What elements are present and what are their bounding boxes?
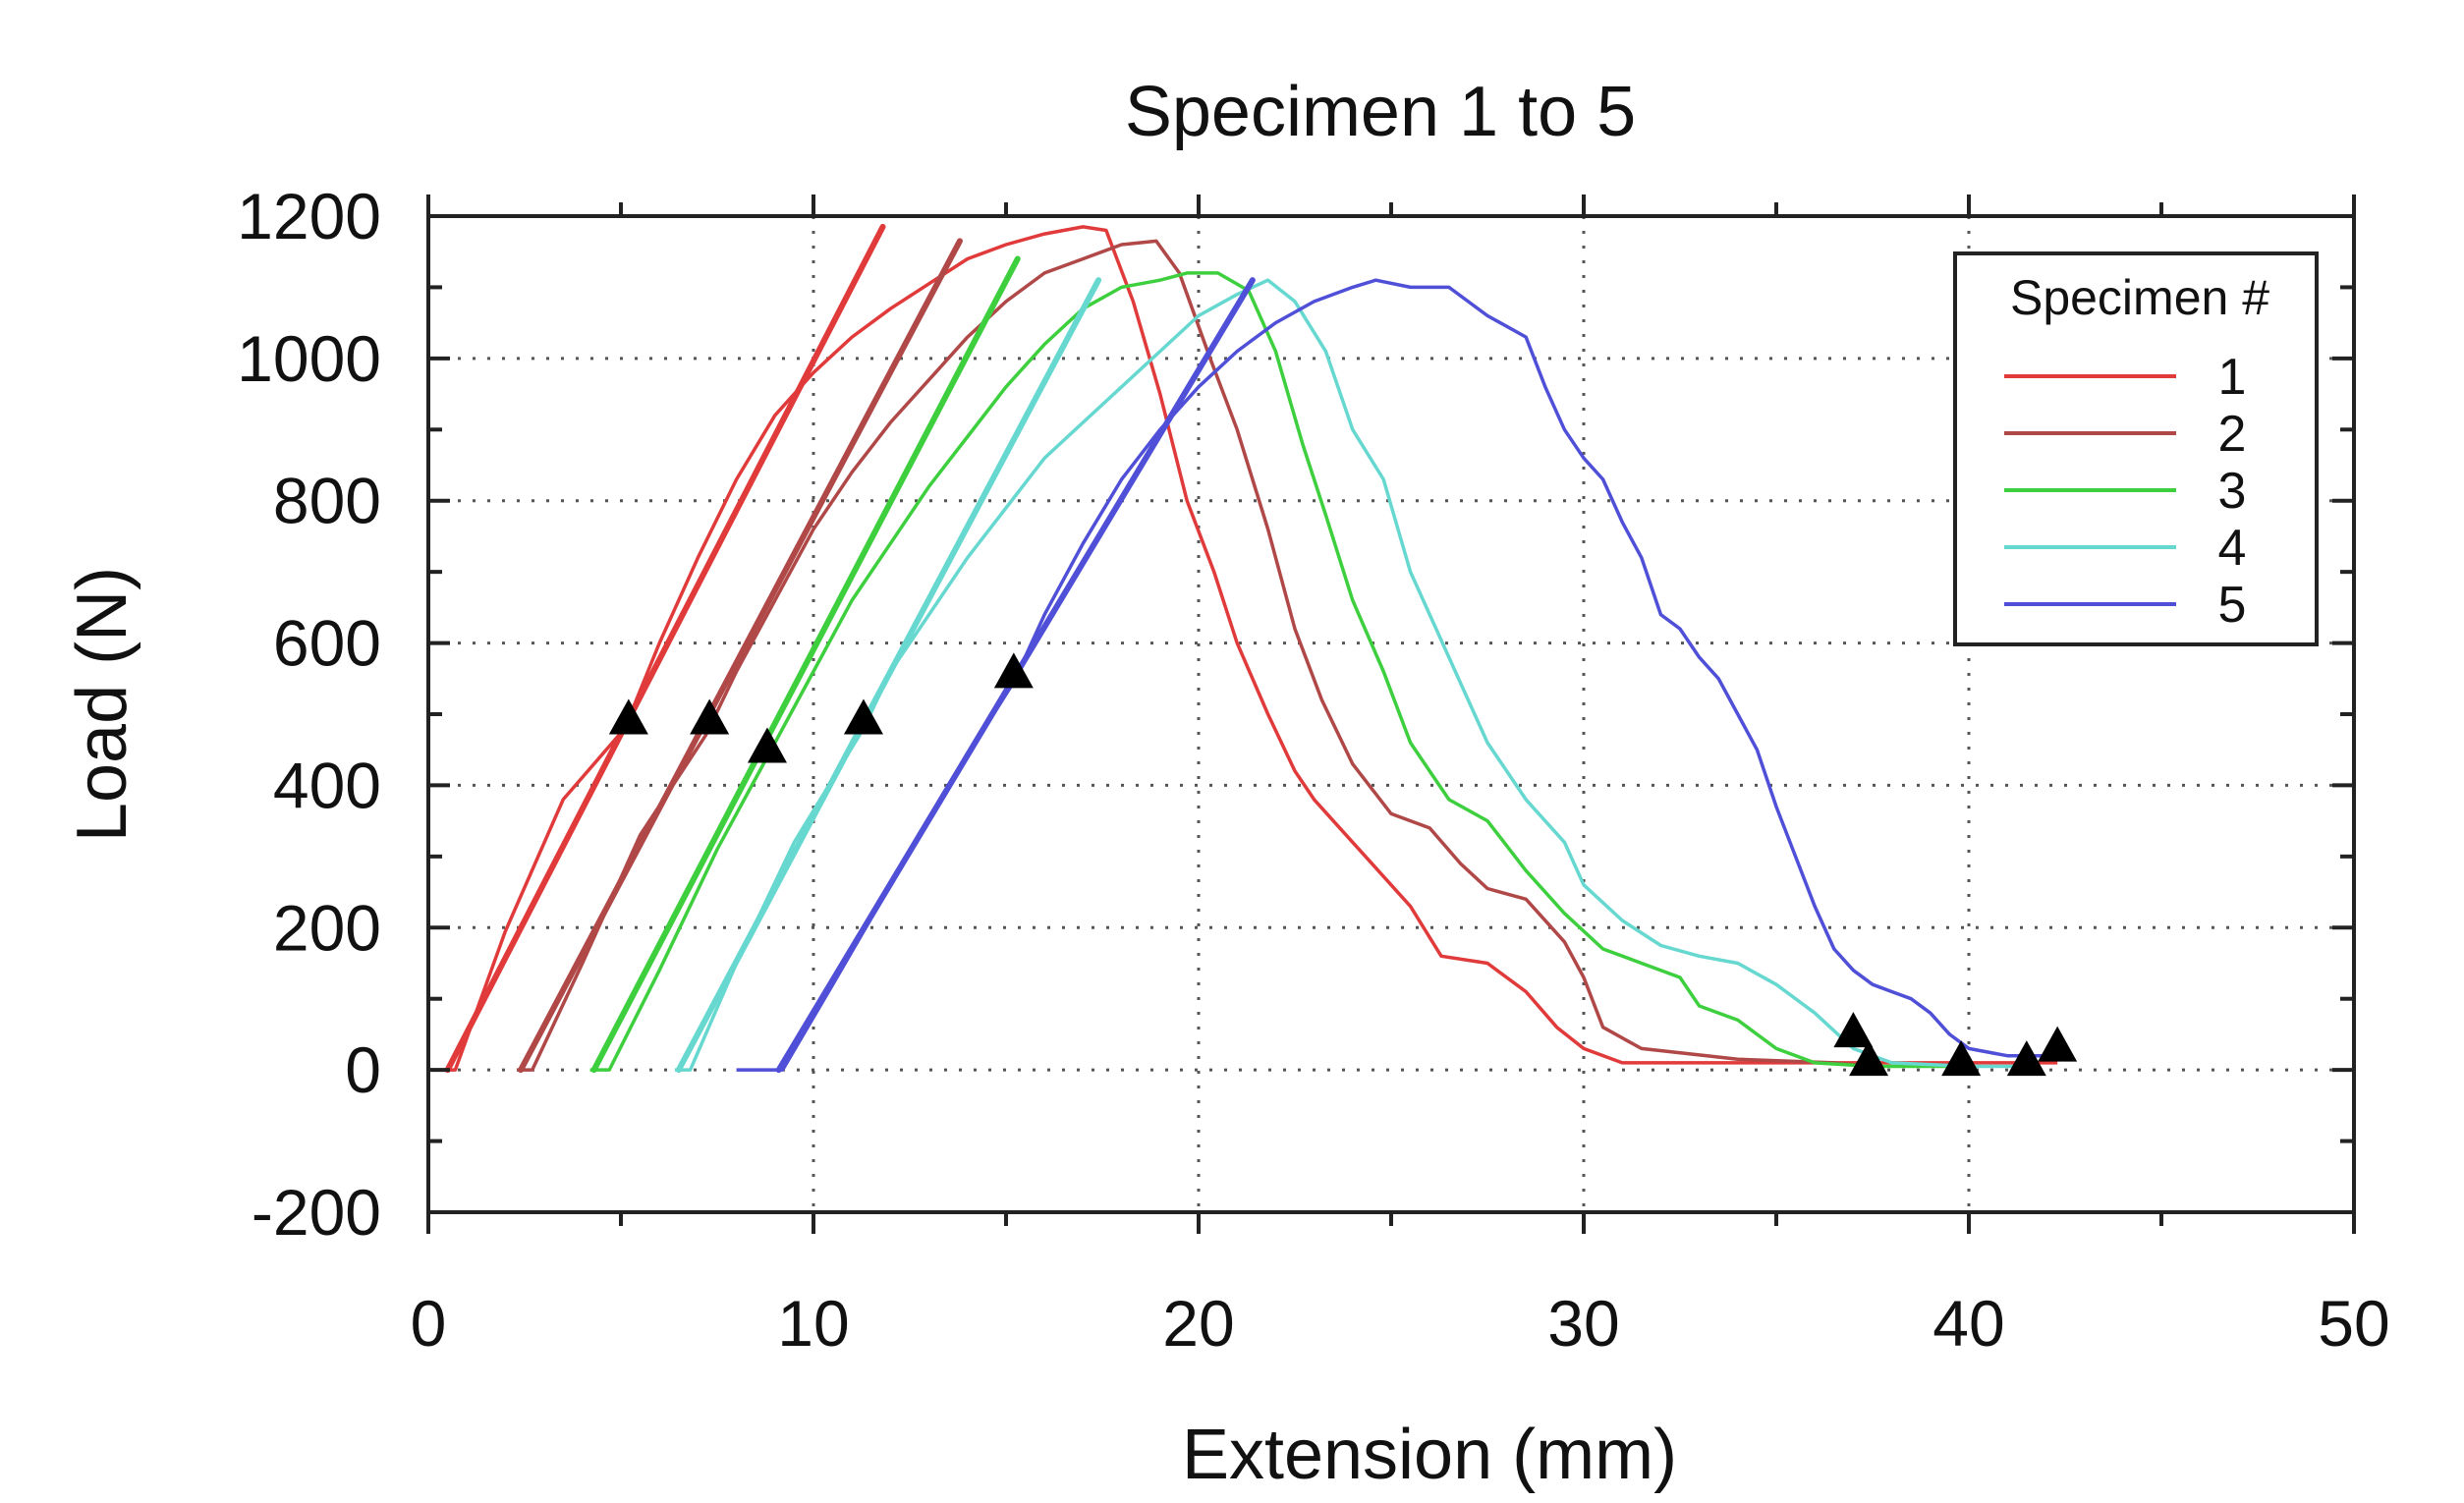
y-tick-label: 1000: [237, 322, 381, 395]
y-tick-label: 0: [345, 1033, 381, 1106]
y-tick-label: 200: [273, 891, 381, 964]
y-tick-labels: -200 0 200 400 600 800 1000 1200: [237, 180, 381, 1249]
legend-label-4: 4: [2218, 520, 2247, 577]
triangle-marker: [1941, 1040, 1982, 1077]
x-tick-label: 10: [777, 1287, 849, 1360]
series-5-line: [736, 278, 2046, 1072]
triangle-marker: [690, 698, 730, 735]
x-tick-labels: 0 10 20 30 40 50: [411, 1287, 2390, 1360]
triangle-marker: [993, 652, 1034, 689]
series-1-fit-line: [444, 223, 886, 1074]
legend-label-2: 2: [2218, 406, 2247, 463]
series-3-line: [589, 271, 1958, 1072]
triangle-marker: [608, 698, 648, 735]
x-tick-label: 0: [411, 1287, 447, 1360]
y-tick-label: 800: [273, 465, 381, 537]
series-3-fit-line: [590, 255, 1021, 1074]
triangle-marker: [1833, 1012, 1874, 1048]
failure-markers: [608, 652, 2078, 1077]
legend-label-3: 3: [2218, 463, 2247, 520]
triangle-marker: [2038, 1026, 2078, 1062]
x-tick-label: 30: [1547, 1287, 1619, 1360]
x-axis-label: Extension (mm): [1182, 1416, 1677, 1494]
series-2-line: [517, 239, 1870, 1072]
axis-ticks: [426, 195, 2356, 1234]
y-tick-label: 1200: [237, 180, 381, 252]
legend-label-5: 5: [2218, 577, 2247, 634]
y-tick-label: -200: [252, 1176, 381, 1249]
series-2-fit-line: [518, 238, 963, 1074]
triangle-marker: [843, 698, 883, 735]
y-tick-label: 600: [273, 607, 381, 680]
y-tick-label: 400: [273, 749, 381, 821]
triangle-marker: [2006, 1040, 2046, 1077]
x-tick-label: 20: [1162, 1287, 1234, 1360]
legend-box: [1953, 251, 2319, 646]
series-1-line: [428, 225, 2058, 1072]
x-tick-label: 50: [2318, 1287, 2389, 1360]
legend-label-1: 1: [2218, 349, 2247, 406]
chart-title: Specimen 1 to 5: [1125, 73, 1636, 151]
y-axis-label: Load (N): [63, 567, 141, 842]
triangle-marker: [747, 727, 787, 763]
legend-title: Specimen #: [2010, 270, 2269, 325]
triangle-marker: [1849, 1040, 1889, 1077]
series-4-line: [674, 278, 2027, 1072]
x-tick-label: 40: [1932, 1287, 2004, 1360]
series-lines: [428, 223, 2058, 1074]
